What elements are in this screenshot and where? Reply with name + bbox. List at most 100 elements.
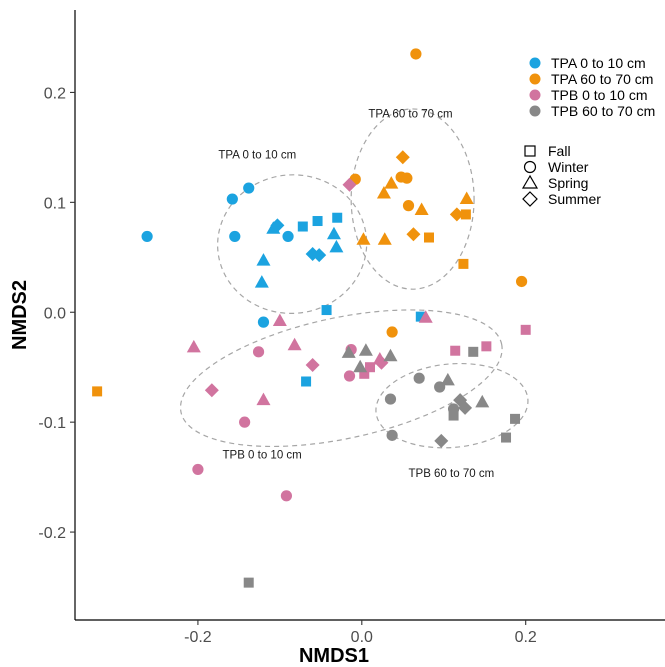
data-point-tpb0-circle (239, 416, 251, 428)
legend-key-tpb0 (529, 89, 541, 101)
y-tick-label: -0.1 (38, 415, 66, 432)
data-point-tpa0-diamond (270, 218, 285, 233)
data-point-tpb0-square (520, 324, 531, 335)
data-point-tpa0-triangle (256, 253, 271, 266)
data-point-tpa60-triangle (356, 232, 371, 245)
legend-label-group: TPB 0 to 10 cm (551, 87, 647, 103)
data-point-tpb0-triangle (256, 392, 271, 406)
data-point-tpa60-square (460, 209, 471, 220)
data-point-tpa60-square (92, 386, 103, 397)
data-point-tpa60-circle (386, 326, 398, 338)
data-point-tpa0-square (321, 305, 332, 316)
data-point-tpb60-square (501, 432, 512, 443)
data-point-tpb0-square (481, 341, 492, 352)
legend-label-group: TPA 60 to 70 cm (551, 71, 653, 87)
data-point-tpa60-diamond (395, 150, 410, 165)
x-tick-label: -0.2 (184, 629, 212, 646)
data-point-tpb60-circle (413, 372, 425, 384)
data-point-tpb0-diamond (204, 383, 219, 398)
legend-label-season: Fall (548, 143, 571, 159)
data-point-tpb60-square (448, 410, 459, 421)
data-point-tpa0-circle (282, 230, 294, 243)
data-point-tpa0-circle (141, 230, 153, 243)
confidence-ellipse-tpa60 (350, 108, 475, 290)
data-point-tpa60-circle (401, 172, 413, 184)
data-point-tpb0-diamond (342, 177, 357, 192)
data-point-tpa60-triangle (376, 186, 391, 199)
data-point-tpa0-diamond (312, 248, 327, 263)
points-layer (92, 48, 531, 588)
data-point-tpa60-circle (515, 275, 528, 288)
data-point-tpa60-triangle (377, 232, 392, 245)
data-point-tpa0-circle (257, 316, 270, 328)
legend-shape-circle-icon (523, 160, 537, 174)
data-point-tpa60-square (424, 232, 434, 243)
legend-key-tpa0 (529, 57, 541, 69)
data-point-tpa0-circle (226, 193, 238, 205)
data-point-tpa60-diamond (449, 207, 464, 222)
legend-key-tpa60 (529, 73, 541, 85)
data-point-tpb60-triangle (341, 345, 356, 358)
y-axis-title: NMDS2 (9, 280, 31, 350)
data-point-tpa60-diamond (406, 227, 421, 242)
x-tick-label: 0.0 (351, 629, 373, 646)
data-point-tpa0-square (312, 216, 323, 227)
data-point-tpa0-triangle (326, 226, 341, 240)
data-point-tpb0-diamond (305, 358, 320, 373)
data-point-tpb0-square (450, 345, 461, 356)
legend-label-season: Spring (548, 175, 588, 191)
data-point-tpb0-square (359, 368, 370, 379)
data-point-tpb60-triangle (475, 394, 490, 408)
legend-key-tpb60 (529, 105, 541, 117)
data-point-tpb60-square (468, 346, 479, 357)
ellipse-label-tpa0: TPA 0 to 10 cm (218, 149, 296, 161)
x-tick-label: 0.2 (515, 629, 537, 646)
confidence-ellipse-tpb60 (375, 362, 529, 449)
data-point-tpb60-triangle (440, 372, 455, 386)
data-point-tpa60-triangle (384, 176, 399, 189)
data-point-tpb0-triangle (186, 339, 201, 353)
data-point-tpb0-circle (343, 370, 356, 382)
x-axis-title: NMDS1 (299, 645, 369, 667)
data-point-tpb60-triangle (353, 359, 368, 373)
legend-shape-triangle-icon (521, 174, 539, 189)
data-point-tpa60-triangle (414, 202, 429, 216)
ellipse-label-tpa60: TPA 60 to 70 cm (368, 109, 452, 121)
y-tick-label: 0.1 (44, 195, 66, 212)
ellipse-label-tpb0: TPB 0 to 10 cm (223, 449, 302, 461)
legend-label-group: TPB 60 to 70 cm (551, 103, 655, 119)
data-point-tpb0-triangle (272, 313, 287, 327)
legend-shape-square-icon (524, 145, 536, 157)
legend-label-season: Winter (548, 159, 589, 175)
data-point-tpb60-square (243, 577, 254, 588)
data-point-tpb60-diamond (434, 433, 449, 448)
data-point-tpb0-circle (192, 463, 204, 476)
data-point-tpb0-triangle (418, 310, 433, 323)
confidence-ellipse-tpa0 (217, 174, 368, 314)
data-point-tpa0-square (297, 221, 308, 232)
data-point-tpa60-triangle (459, 191, 474, 205)
data-point-tpb0-circle (280, 490, 293, 502)
data-point-tpa60-square (458, 258, 469, 269)
data-point-tpb60-circle (386, 429, 398, 441)
data-point-tpb0-triangle (287, 337, 302, 351)
data-point-tpb0-circle (252, 346, 265, 358)
data-point-tpa0-square (415, 311, 426, 322)
data-point-tpa0-circle (229, 230, 241, 243)
y-tick-label: 0.0 (44, 305, 66, 322)
data-point-tpb60-diamond (458, 400, 473, 415)
data-point-tpb60-square (510, 413, 521, 424)
data-point-tpa0-triangle (329, 239, 344, 253)
data-point-tpa60-circle (402, 200, 415, 212)
data-point-tpb0-square (365, 362, 375, 373)
data-point-tpa0-circle (243, 182, 255, 194)
legend-label-season: Summer (548, 191, 601, 207)
ellipse-layer: TPA 0 to 10 cm TPA 60 to 70 cm TPB 0 to 10… (179, 108, 529, 480)
legend-label-group: TPA 0 to 10 cm (551, 55, 646, 71)
axes: -0.2 0.0 0.2 0.2 0.1 0.0 -0.1 -0.2 NMDS1 NMDS2 (9, 10, 665, 667)
y-tick-label: 0.2 (44, 85, 66, 102)
data-point-tpa0-triangle (254, 275, 269, 288)
ellipse-label-tpb60: TPB 60 to 70 cm (409, 468, 495, 480)
